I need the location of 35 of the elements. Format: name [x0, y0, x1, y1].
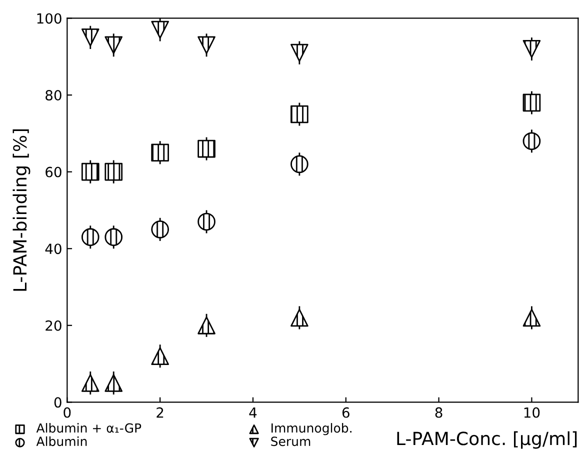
x-axis-title: L-PAM-Conc. [μg/ml] [397, 431, 577, 449]
point [522, 94, 541, 112]
point [522, 40, 541, 58]
legend-label: Immunoglob. [272, 423, 352, 436]
y-tick-label: 40 [45, 244, 62, 254]
x-tick-label: 0 [64, 407, 71, 418]
point [290, 308, 308, 327]
x-tick-label: 6 [342, 407, 350, 418]
point [290, 105, 308, 124]
x-tick-label: 10 [524, 407, 540, 418]
point [151, 347, 169, 366]
point [81, 162, 100, 181]
legend-label: Serum [271, 436, 310, 446]
point [151, 144, 169, 162]
y-axis-title: L-PAM-binding [%] [12, 129, 30, 291]
point [198, 316, 216, 334]
y-tick-label: 100 [37, 13, 62, 24]
point [522, 308, 541, 327]
y-tick-label: 20 [46, 320, 62, 331]
x-tick-label: 4 [249, 407, 257, 418]
point [290, 44, 308, 62]
point [81, 28, 100, 46]
legend-label: Albumin + α₁-GP [36, 423, 142, 433]
y-tick-label: 0 [54, 397, 62, 408]
legend-label: Albumin [36, 436, 87, 446]
point [151, 20, 169, 39]
point [198, 36, 216, 54]
y-tick-label: 60 [46, 166, 62, 178]
point [104, 162, 123, 181]
y-tick-label: 80 [46, 90, 62, 101]
point [198, 140, 216, 158]
x-tick-label: 8 [435, 407, 442, 418]
point [81, 374, 100, 392]
x-tick-label: 2 [156, 407, 164, 418]
point [104, 36, 123, 54]
